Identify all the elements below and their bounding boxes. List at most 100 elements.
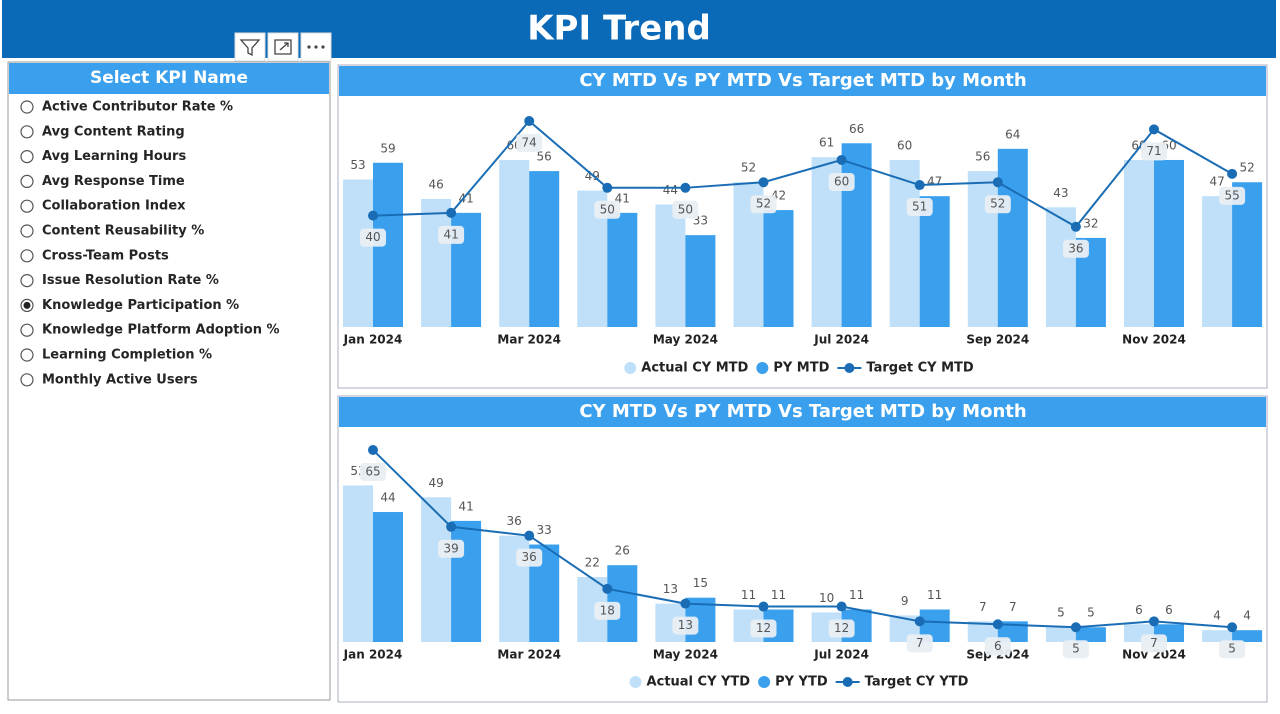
bar	[1124, 159, 1154, 327]
bar	[1045, 627, 1076, 642]
x-tick-label: Jul 2024	[813, 648, 869, 662]
data-label: 44	[663, 183, 678, 197]
x-tick-label: Nov 2024	[1122, 648, 1186, 662]
data-label: 56	[537, 150, 552, 164]
data-label: 71	[1146, 144, 1161, 158]
x-tick-label: Jan 2024	[343, 333, 403, 347]
radio-button[interactable]	[20, 150, 34, 164]
data-label-box	[360, 228, 386, 247]
data-label: 52	[1239, 161, 1254, 175]
data-label-box	[1062, 239, 1089, 258]
target-point	[914, 616, 925, 627]
slicer-item[interactable]: Learning Completion %	[42, 348, 212, 363]
target-point	[836, 154, 847, 165]
slicer-item[interactable]: Monthly Active Users	[42, 372, 198, 387]
data-label: 13	[663, 582, 678, 596]
data-label: 65	[365, 465, 380, 479]
slicer-item[interactable]: Avg Response Time	[42, 174, 185, 189]
bar	[763, 210, 794, 327]
target-point	[758, 601, 769, 612]
data-label: 6	[1165, 603, 1173, 617]
data-label: 7	[1150, 636, 1158, 650]
data-label: 41	[458, 499, 473, 513]
target-point	[524, 116, 535, 126]
data-label: 36	[507, 514, 522, 528]
radio-button[interactable]	[20, 125, 34, 139]
radio-button[interactable]	[20, 224, 34, 238]
bar	[421, 497, 452, 642]
slicer-item[interactable]: Knowledge Platform Adoption %	[42, 323, 280, 338]
data-label-box	[906, 634, 933, 653]
data-label: 22	[585, 556, 600, 570]
radio-button[interactable]	[20, 323, 34, 337]
data-label-box	[516, 548, 543, 567]
data-label: 11	[849, 588, 864, 602]
bar	[421, 198, 452, 327]
radio-button[interactable]	[20, 100, 34, 114]
legend-marker	[842, 677, 853, 687]
data-label: 33	[537, 523, 552, 537]
page-title: KPI Trend	[527, 9, 711, 49]
data-label: 46	[428, 177, 443, 191]
data-label: 60	[897, 138, 912, 152]
slicer-item[interactable]: Issue Resolution Rate %	[42, 273, 219, 288]
slicer-item[interactable]: Avg Learning Hours	[42, 149, 186, 164]
data-label-box	[438, 225, 465, 244]
radio-button[interactable]	[20, 348, 34, 362]
data-label: 36	[1068, 241, 1083, 255]
bar	[967, 621, 998, 642]
data-label-box	[1062, 640, 1089, 659]
target-line	[372, 449, 1233, 629]
data-label: 52	[990, 197, 1005, 211]
radio-button[interactable]	[20, 274, 34, 288]
data-label: 66	[849, 122, 864, 136]
legend-label: Actual CY YTD	[647, 675, 751, 690]
x-tick-label: May 2024	[653, 648, 718, 662]
bar	[373, 512, 403, 642]
data-label: 6	[1135, 603, 1143, 617]
slicer-item[interactable]: Knowledge Participation %	[42, 298, 239, 313]
slicer-item[interactable]: Cross-Team Posts	[42, 248, 169, 263]
data-label-box	[828, 172, 855, 191]
chart-title: CY MTD Vs PY MTD Vs Target MTD by Month	[579, 401, 1026, 422]
data-label: 39	[443, 541, 458, 555]
slicer-item[interactable]: Content Reusability %	[42, 224, 204, 239]
slicer-item[interactable]: Avg Content Rating	[42, 124, 185, 139]
bar	[1154, 159, 1184, 327]
data-label: 10	[819, 591, 834, 605]
legend-label: Target CY MTD	[866, 361, 974, 376]
data-label: 74	[522, 136, 537, 150]
data-label: 12	[756, 621, 771, 635]
data-label: 11	[927, 588, 942, 602]
data-label-box	[594, 200, 621, 219]
data-label: 51	[912, 200, 927, 214]
bar	[343, 179, 373, 327]
target-point	[1227, 622, 1238, 633]
radio-button[interactable]	[20, 249, 34, 263]
radio-button[interactable]	[20, 174, 34, 188]
data-label: 5	[1057, 606, 1065, 620]
data-label: 12	[834, 621, 849, 635]
target-point	[368, 445, 378, 455]
x-tick-label: May 2024	[653, 333, 718, 347]
target-line	[372, 119, 1233, 229]
slicer-item[interactable]: Collaboration Index	[42, 199, 186, 214]
data-label-box	[828, 619, 855, 638]
radio-button[interactable]	[20, 373, 34, 387]
radio-button[interactable]	[20, 199, 34, 213]
legend-label: PY MTD	[773, 361, 829, 376]
slicer-panel	[7, 61, 331, 701]
bar	[451, 520, 482, 642]
data-label-box	[672, 200, 699, 219]
filter-icon[interactable]	[234, 32, 266, 62]
x-tick-label: Nov 2024	[1122, 333, 1186, 347]
target-point	[1070, 622, 1081, 633]
target-point	[446, 521, 457, 532]
legend-marker	[624, 362, 637, 374]
chart-title-bar	[339, 66, 1266, 96]
bar	[1202, 196, 1233, 327]
slicer-item[interactable]: Active Contributor Rate %	[42, 100, 233, 115]
target-point	[1149, 616, 1159, 627]
data-label: 41	[458, 191, 473, 205]
target-point	[836, 601, 847, 612]
